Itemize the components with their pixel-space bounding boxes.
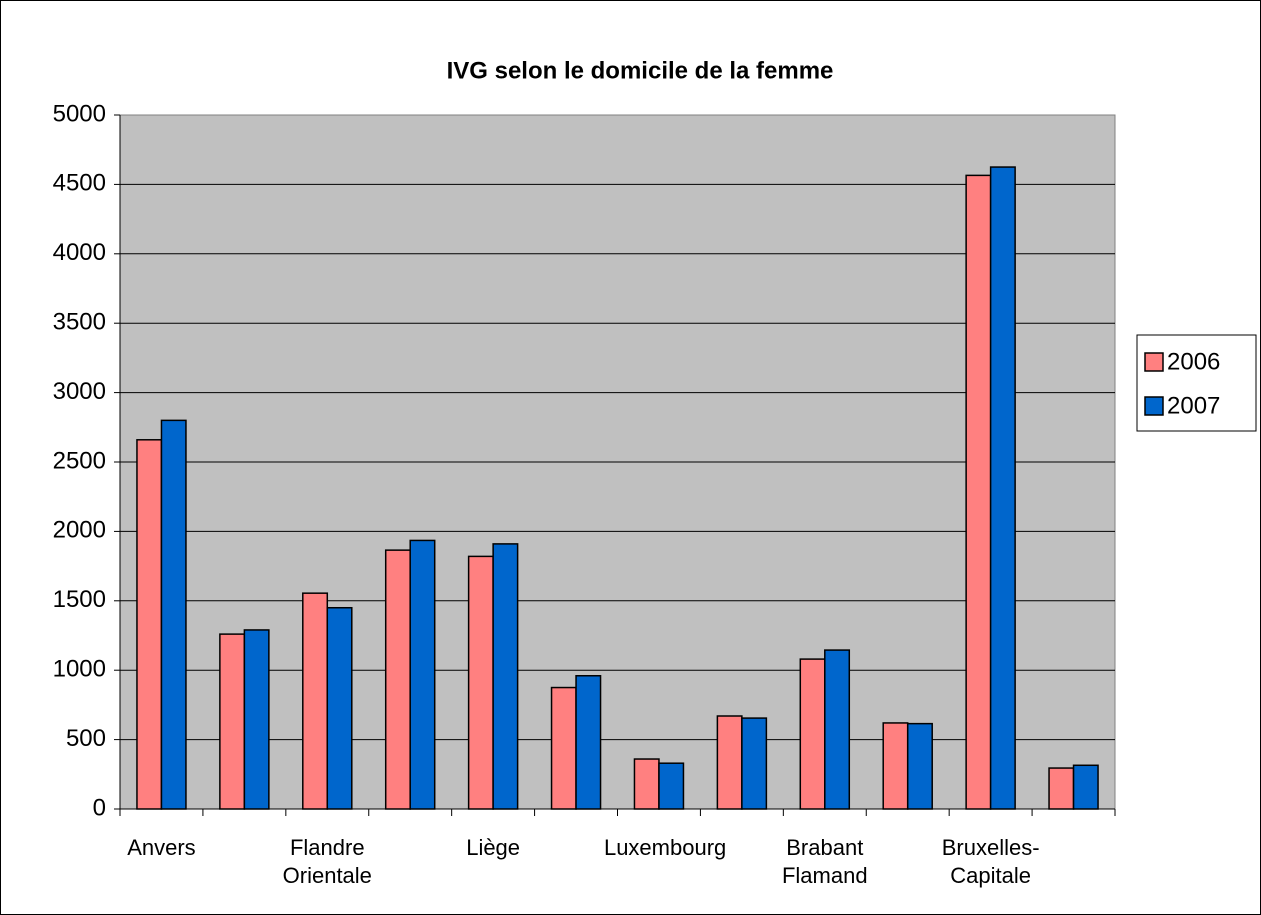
bar — [799, 658, 826, 810]
bar — [384, 549, 411, 810]
bar — [965, 174, 992, 810]
y-tick-label: 1000 — [53, 656, 106, 683]
bar — [492, 543, 519, 810]
y-tick-label: 2000 — [53, 517, 106, 544]
legend-swatch — [1144, 352, 1164, 372]
x-tick-label: Anvers — [127, 835, 196, 860]
bar — [467, 555, 494, 810]
x-tick-label: Luxembourg — [603, 835, 727, 860]
y-tick-label: 3500 — [53, 309, 106, 336]
bar — [160, 419, 187, 810]
bar — [409, 539, 436, 810]
bar — [882, 722, 909, 810]
bar — [633, 758, 660, 810]
bar — [575, 675, 602, 810]
bar — [136, 439, 163, 810]
legend-label: 2006 — [1167, 348, 1220, 375]
y-tick-label: 3000 — [53, 378, 106, 405]
x-tick-label: Flandre Orientale — [282, 835, 372, 888]
bar — [550, 686, 577, 810]
y-tick-label: 1500 — [53, 586, 106, 613]
x-tick-label: Brabant Flamand — [781, 835, 868, 888]
legend-label: 2007 — [1167, 392, 1220, 419]
x-tick-label: Bruxelles-Capitale — [941, 835, 1040, 888]
x-tick-label: Liège — [466, 835, 521, 860]
bar — [989, 166, 1016, 810]
bar — [243, 629, 270, 810]
bar — [219, 633, 246, 810]
bar — [302, 592, 329, 810]
bar — [1072, 764, 1099, 810]
bar — [658, 762, 685, 810]
y-tick-label: 4500 — [53, 170, 106, 197]
bar — [741, 717, 768, 810]
chart-title: IVG selon le domicile de la femme — [447, 57, 834, 84]
bar — [1048, 767, 1075, 810]
bar — [326, 606, 353, 810]
y-tick-label: 500 — [66, 725, 106, 752]
legend-swatch — [1144, 396, 1164, 416]
y-tick-label: 5000 — [53, 100, 106, 127]
y-tick-label: 2500 — [53, 447, 106, 474]
bar — [716, 715, 743, 810]
y-tick-label: 4000 — [53, 239, 106, 266]
bar — [906, 722, 933, 810]
bar — [824, 649, 851, 810]
y-tick-label: 0 — [93, 794, 106, 821]
